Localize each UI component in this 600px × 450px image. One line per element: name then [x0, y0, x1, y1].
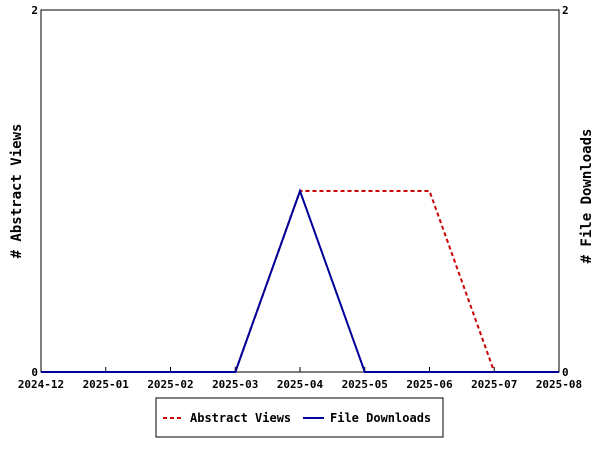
series-line-file-downloads	[41, 188, 559, 373]
legend: Abstract Views File Downloads	[155, 397, 444, 438]
y-right-tick-label: 0	[562, 366, 569, 379]
x-tick-label: 2025-06	[406, 378, 453, 391]
legend-label-file-downloads: File Downloads	[330, 411, 431, 425]
legend-box	[155, 397, 444, 438]
y-left-tick-label: 2	[31, 4, 38, 17]
x-tick-label: 2025-07	[471, 378, 517, 391]
legend-label-abstract-views: Abstract Views	[190, 411, 291, 425]
x-tick-label: 2025-05	[342, 378, 388, 391]
x-tick-label: 2025-02	[147, 378, 193, 391]
x-tick-label: 2025-04	[277, 378, 324, 391]
x-tick-label: 2025-08	[536, 378, 582, 391]
x-tick-label: 2025-03	[212, 378, 258, 391]
y-right-tick-label: 2	[562, 4, 569, 17]
x-tick-label: 2024-12	[18, 378, 64, 391]
y-left-axis-title: # Abstract Views	[9, 124, 25, 259]
y-right-axis-title: # File Downloads	[579, 129, 595, 264]
x-tick-label: 2025-01	[83, 378, 130, 391]
y-left-tick-label: 0	[31, 366, 38, 379]
